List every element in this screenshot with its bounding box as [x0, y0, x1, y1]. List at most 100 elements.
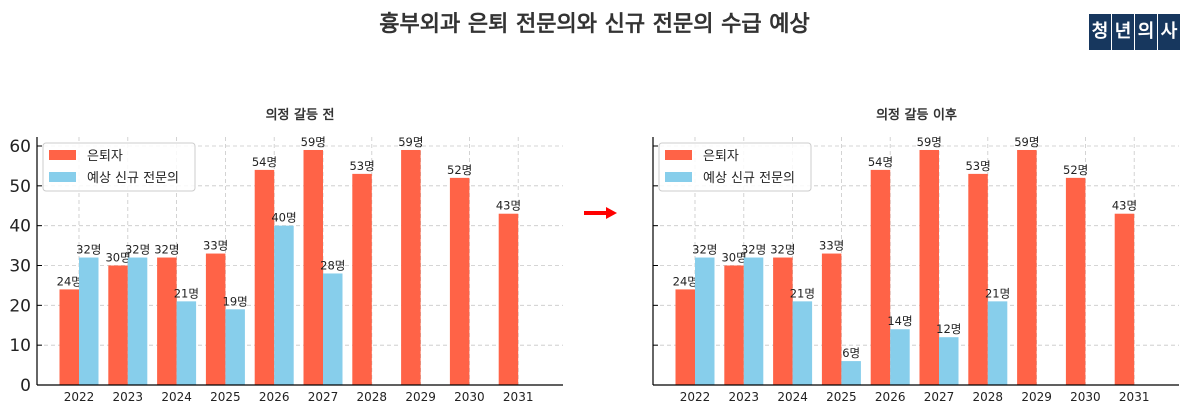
- bar-new: [127, 257, 148, 385]
- chart-title-before: 의정 갈등 전: [265, 108, 335, 123]
- bar-label: 32명: [125, 243, 150, 257]
- bar-new: [274, 225, 294, 385]
- bar-retire: [108, 265, 128, 385]
- bar-label: 21명: [174, 286, 199, 300]
- bar-new: [987, 301, 1008, 385]
- bar-retire: [1114, 213, 1135, 385]
- bar-retire: [1017, 149, 1037, 385]
- x-tick-label: 2026: [259, 390, 290, 404]
- x-tick-label: 2030: [454, 390, 485, 404]
- bar-new: [176, 301, 197, 385]
- bar-retire: [724, 265, 744, 385]
- bar-label: 32명: [741, 243, 766, 257]
- bar-label: 59명: [917, 135, 942, 149]
- arrow-icon: [584, 207, 617, 219]
- x-tick-label: 2024: [161, 390, 192, 404]
- x-tick-label: 2028: [973, 390, 1004, 404]
- y-tick-label: 0: [20, 376, 31, 396]
- bar-new: [939, 337, 959, 385]
- bar-retire: [773, 257, 793, 385]
- logo-char: 사: [1158, 14, 1180, 50]
- bar-label: 53명: [349, 159, 374, 173]
- bar-label: 43명: [496, 199, 521, 213]
- figure-title: 흉부외과 은퇴 전문의와 신규 전문의 수급 예상: [379, 12, 810, 37]
- logo-char: 청: [1089, 14, 1111, 50]
- bar-retire: [59, 289, 79, 385]
- bar-retire: [870, 169, 891, 385]
- y-tick-label: 20: [9, 296, 31, 316]
- bar-retire: [498, 213, 519, 385]
- x-tick-label: 2027: [308, 390, 339, 404]
- bar-new: [323, 273, 343, 385]
- x-tick-label: 2028: [357, 390, 388, 404]
- bar-label: 24명: [57, 274, 82, 288]
- bar-label: 21명: [790, 286, 815, 300]
- svg-text:은퇴자: 은퇴자: [87, 149, 123, 164]
- bar-label: 30명: [721, 251, 746, 265]
- x-tick-label: 2029: [1021, 390, 1052, 404]
- svg-text:예상 신규 전문의: 예상 신규 전문의: [87, 171, 179, 186]
- bar-label: 59명: [398, 135, 423, 149]
- y-tick-label: 60: [9, 137, 31, 157]
- x-tick-label: 2025: [826, 390, 857, 404]
- bar-label: 54명: [252, 155, 277, 169]
- bar-retire: [352, 173, 372, 385]
- x-tick-label: 2023: [729, 390, 760, 404]
- bar-label: 28명: [320, 258, 345, 272]
- logo-char: 의: [1135, 14, 1157, 50]
- bar-new: [695, 257, 715, 385]
- bar-new: [841, 361, 861, 385]
- y-tick-label: 30: [9, 257, 31, 277]
- bar-label: 33명: [819, 239, 844, 253]
- x-tick-label: 2025: [210, 390, 241, 404]
- bar-new: [890, 329, 910, 385]
- logo-char: 년: [1112, 14, 1134, 50]
- x-tick-label: 2031: [503, 390, 534, 404]
- bar-label: 53명: [965, 159, 990, 173]
- bar-label: 21명: [985, 286, 1010, 300]
- bar-retire: [449, 177, 470, 385]
- x-tick-label: 2022: [64, 390, 95, 404]
- bar-label: 32명: [692, 243, 717, 257]
- bar-label: 40명: [271, 211, 296, 225]
- bar-label: 32명: [76, 243, 101, 257]
- x-tick-label: 2026: [875, 390, 906, 404]
- x-tick-label: 2031: [1119, 390, 1150, 404]
- x-tick-label: 2027: [924, 390, 955, 404]
- bar-retire: [254, 169, 275, 385]
- bar-retire: [303, 149, 323, 385]
- logo: 청 년 의 사: [1089, 14, 1180, 50]
- bar-label: 52명: [447, 163, 472, 177]
- x-tick-label: 2030: [1070, 390, 1101, 404]
- bar-new: [792, 301, 813, 385]
- bar-label: 33명: [203, 239, 228, 253]
- bar-label: 32명: [770, 243, 795, 257]
- bar-label: 54명: [868, 155, 893, 169]
- bar-label: 6명: [842, 346, 860, 360]
- chart-title-after: 의정 갈등 이후: [876, 108, 957, 123]
- bar-label: 52명: [1063, 163, 1088, 177]
- bar-new: [225, 309, 245, 385]
- chart-after: 24명32명202230명32명202332명21명202433명6명20255…: [652, 135, 1179, 404]
- bar-label: 59명: [1014, 135, 1039, 149]
- y-tick-label: 10: [9, 336, 31, 356]
- svg-text:예상 신규 전문의: 예상 신규 전문의: [703, 171, 795, 186]
- bar-label: 59명: [301, 135, 326, 149]
- bar-new: [79, 257, 99, 385]
- bar-retire: [1065, 177, 1086, 385]
- bar-retire: [821, 253, 842, 385]
- bar-retire: [675, 289, 695, 385]
- bar-new: [743, 257, 764, 385]
- bar-retire: [157, 257, 177, 385]
- bar-label: 32명: [154, 243, 179, 257]
- chart-before: 24명32명202230명32명202332명21명202433명19명2025…: [9, 135, 563, 404]
- x-tick-label: 2022: [680, 390, 711, 404]
- bar-label: 12명: [936, 322, 961, 336]
- bar-retire: [401, 149, 421, 385]
- bar-retire: [205, 253, 226, 385]
- bar-label: 43명: [1112, 199, 1137, 213]
- svg-text:은퇴자: 은퇴자: [703, 149, 739, 164]
- bar-retire: [968, 173, 988, 385]
